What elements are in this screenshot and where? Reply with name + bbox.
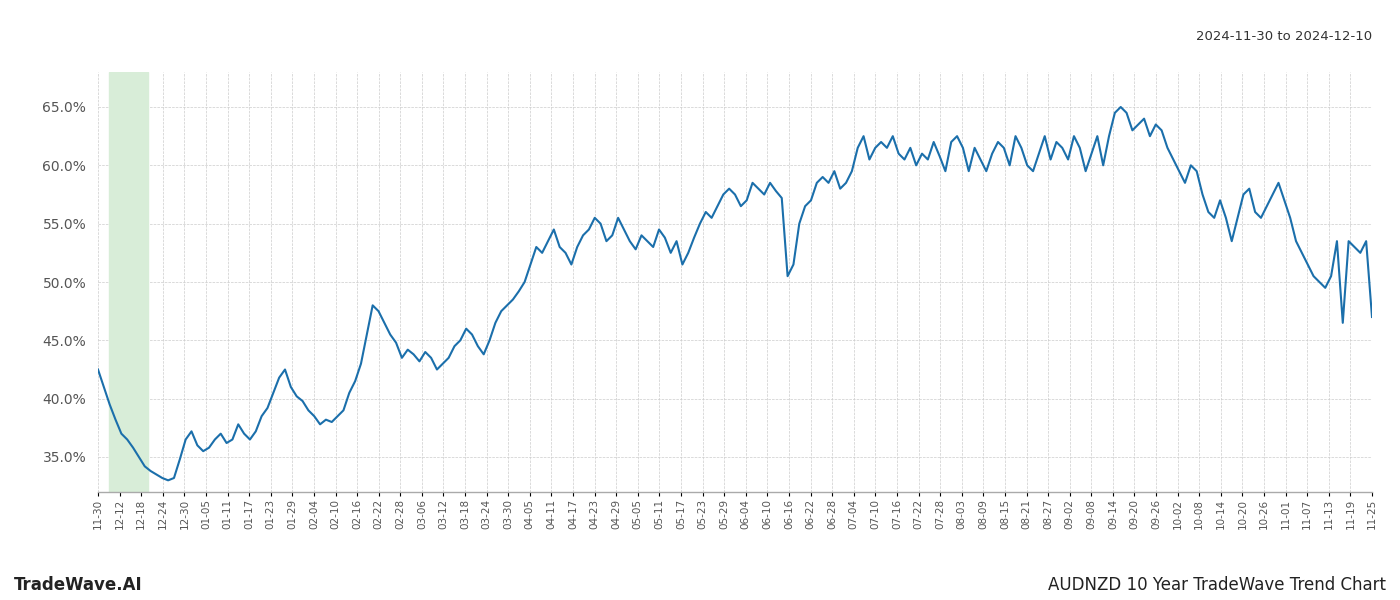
- Text: TradeWave.AI: TradeWave.AI: [14, 576, 143, 594]
- Bar: [109, 72, 147, 492]
- Text: 2024-11-30 to 2024-12-10: 2024-11-30 to 2024-12-10: [1196, 30, 1372, 43]
- Text: AUDNZD 10 Year TradeWave Trend Chart: AUDNZD 10 Year TradeWave Trend Chart: [1049, 576, 1386, 594]
